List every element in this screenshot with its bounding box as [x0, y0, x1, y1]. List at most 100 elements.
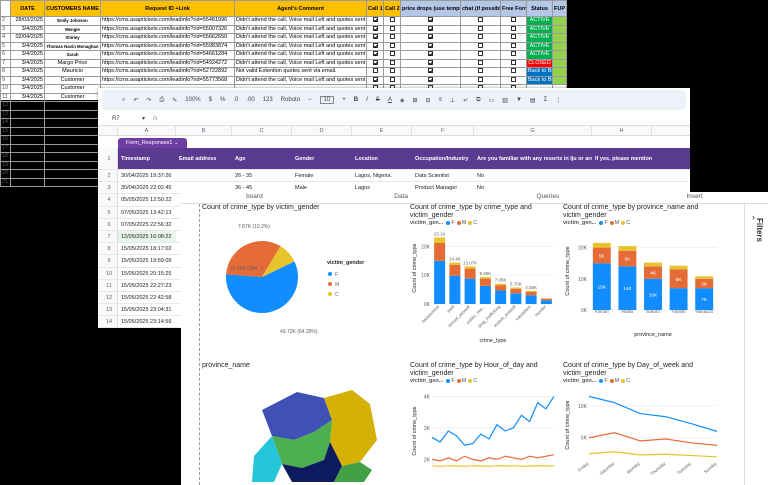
text-color-button[interactable]: A: [387, 97, 392, 103]
customer-cell[interactable]: Monique: [44, 143, 101, 153]
checkbox[interactable]: [511, 68, 516, 74]
column-header-B[interactable]: B: [176, 126, 232, 135]
legend-entry[interactable]: C: [468, 378, 477, 384]
checkbox[interactable]: [428, 25, 433, 31]
row-number[interactable]: 8: [98, 243, 118, 255]
request-link-cell[interactable]: https://cms.asaptickets.com/leadinfo?rid…: [100, 41, 235, 51]
province-map-visual[interactable]: province_name: [202, 362, 407, 484]
fill-color-icon[interactable]: ◈: [399, 97, 405, 104]
checkbox[interactable]: [372, 76, 378, 82]
col-status[interactable]: Status: [526, 0, 553, 17]
customer-cell[interactable]: Vesper: [44, 160, 101, 170]
checkbox[interactable]: [428, 17, 433, 23]
font-size-decrease[interactable]: −: [308, 97, 312, 103]
status-cell[interactable]: Back to Br: [526, 67, 553, 77]
customer-cell[interactable]: Mauricio: [44, 67, 101, 77]
call1-checkbox-cell[interactable]: [366, 75, 384, 85]
chat-checkbox-cell[interactable]: [460, 58, 501, 68]
request-link-cell[interactable]: https://cms.asaptickets.com/leadinfo?rid…: [100, 58, 235, 68]
table-header-cell[interactable]: Location: [355, 156, 378, 162]
legend-entry[interactable]: M: [609, 220, 619, 226]
checkbox[interactable]: [372, 34, 378, 40]
chat-checkbox-cell[interactable]: [460, 16, 501, 26]
customer-cell[interactable]: Kerry: [44, 109, 101, 119]
customer-cell[interactable]: Thomas Navin Monaghan: [44, 41, 101, 51]
map-region-southwest[interactable]: [252, 436, 282, 482]
sheet-cell[interactable]: 15/05/2025 22:27:23: [121, 282, 172, 289]
checkbox[interactable]: [428, 76, 433, 82]
sheet-cell[interactable]: 12/05/2025 16:08:22: [118, 230, 176, 243]
date-cell[interactable]: 3/4/2025: [10, 118, 45, 128]
row-number[interactable]: 10: [98, 267, 118, 279]
row-number[interactable]: 7: [98, 230, 118, 243]
checkbox[interactable]: [389, 76, 395, 82]
valign-icon[interactable]: ⊥: [450, 97, 456, 104]
sheet-cell[interactable]: 15/05/2025 23:14:59: [121, 319, 172, 326]
free-form-checkbox-cell[interactable]: [500, 24, 527, 34]
free-form-checkbox-cell[interactable]: [500, 33, 527, 43]
price-drop-checkbox-cell[interactable]: [400, 67, 461, 77]
request-link-cell[interactable]: https://cms.asaptickets.com/leadinfo?rid…: [100, 33, 235, 43]
map-region-west[interactable]: [262, 392, 332, 440]
link-icon[interactable]: ⧉: [476, 96, 481, 103]
checkbox[interactable]: [428, 59, 433, 65]
call2-checkbox-cell[interactable]: [383, 75, 401, 85]
province-bar-visual[interactable]: Count of crime_type by province_name and…: [563, 204, 723, 349]
customer-cell[interactable]: Customer: [44, 118, 101, 128]
checkbox[interactable]: [478, 51, 483, 57]
price-drop-checkbox-cell[interactable]: [400, 50, 461, 60]
status-cell[interactable]: ACTIVE: [526, 33, 553, 43]
table-header-cell[interactable]: If yes, please mention: [595, 156, 652, 162]
checkbox[interactable]: [389, 25, 395, 31]
column-header-F[interactable]: F: [412, 126, 474, 135]
date-cell[interactable]: 3/4/2025: [10, 126, 45, 136]
date-cell[interactable]: 3/4/2025: [10, 109, 45, 119]
call2-checkbox-cell[interactable]: [383, 33, 401, 43]
free-form-checkbox-cell[interactable]: [500, 16, 527, 26]
call1-checkbox-cell[interactable]: [366, 24, 384, 34]
customer-cell[interactable]: Customer: [44, 152, 101, 162]
status-cell[interactable]: ACTIVE: [526, 41, 553, 51]
col-fup[interactable]: FUP DAY 2: [552, 0, 567, 17]
sheet-cell[interactable]: 30/04/2025 22:02:45: [121, 185, 172, 192]
col-free[interactable]: Free Form: [500, 0, 527, 17]
sheet-cell[interactable]: 15/05/2025 23:04:31: [121, 307, 172, 314]
comment-cell[interactable]: Didn't attend the call, Voice mail Left …: [234, 75, 367, 85]
call1-checkbox-cell[interactable]: [366, 50, 384, 60]
print-icon[interactable]: ⎙: [159, 96, 165, 103]
font-size-increase[interactable]: +: [342, 97, 346, 103]
col-customer[interactable]: CUSTOMERS NAME: [44, 0, 101, 17]
free-form-checkbox-cell[interactable]: [500, 50, 527, 60]
comment-cell[interactable]: Didn't attend the call, Voice mail Left …: [234, 16, 367, 26]
customer-cell[interactable]: Customer: [44, 84, 101, 94]
cell-reference[interactable]: R7: [112, 115, 120, 122]
collapse-icon[interactable]: ›: [752, 212, 755, 222]
comment-cell[interactable]: Didn't attend the call, Voice mail Left …: [234, 50, 367, 60]
sheet-cell[interactable]: No: [477, 185, 485, 192]
crime-type-bar-visual[interactable]: Count of crime_type by crime_type and vi…: [410, 204, 560, 349]
checkbox[interactable]: [372, 17, 378, 23]
merge-icon[interactable]: ⊟: [425, 97, 431, 104]
font-select[interactable]: Roboto: [280, 97, 301, 103]
customer-cell[interactable]: Shirley: [44, 33, 101, 43]
sheet-cell[interactable]: 05/05/2025 12:50:22: [121, 197, 172, 204]
hour-line-visual[interactable]: Count of crime_type by Hour_of_day and v…: [410, 362, 560, 484]
call1-checkbox-cell[interactable]: [366, 41, 384, 51]
customer-cell[interactable]: Customer: [44, 177, 101, 187]
checkbox[interactable]: [389, 17, 395, 23]
comment-cell[interactable]: Didn't attend the call, Voice mail Left …: [234, 41, 367, 51]
checkbox[interactable]: [511, 25, 516, 31]
sheet-cell[interactable]: No: [477, 173, 485, 179]
chat-checkbox-cell[interactable]: [460, 67, 501, 77]
map-region-east[interactable]: [334, 462, 372, 482]
table-header-cell[interactable]: Email address: [179, 156, 217, 162]
sheet-cell[interactable]: 15/05/2025 20:15:25: [121, 270, 172, 277]
ribbon-tab[interactable]: Queries: [536, 193, 560, 200]
legend-entry[interactable]: F: [599, 378, 608, 384]
decrease-decimal-button[interactable]: .0: [233, 97, 239, 103]
checkbox[interactable]: [511, 51, 516, 57]
column-header-C[interactable]: C: [232, 126, 292, 135]
checkbox[interactable]: [511, 42, 516, 48]
date-cell[interactable]: 28/03/2025: [10, 16, 45, 26]
sheet-cell[interactable]: [176, 170, 232, 181]
